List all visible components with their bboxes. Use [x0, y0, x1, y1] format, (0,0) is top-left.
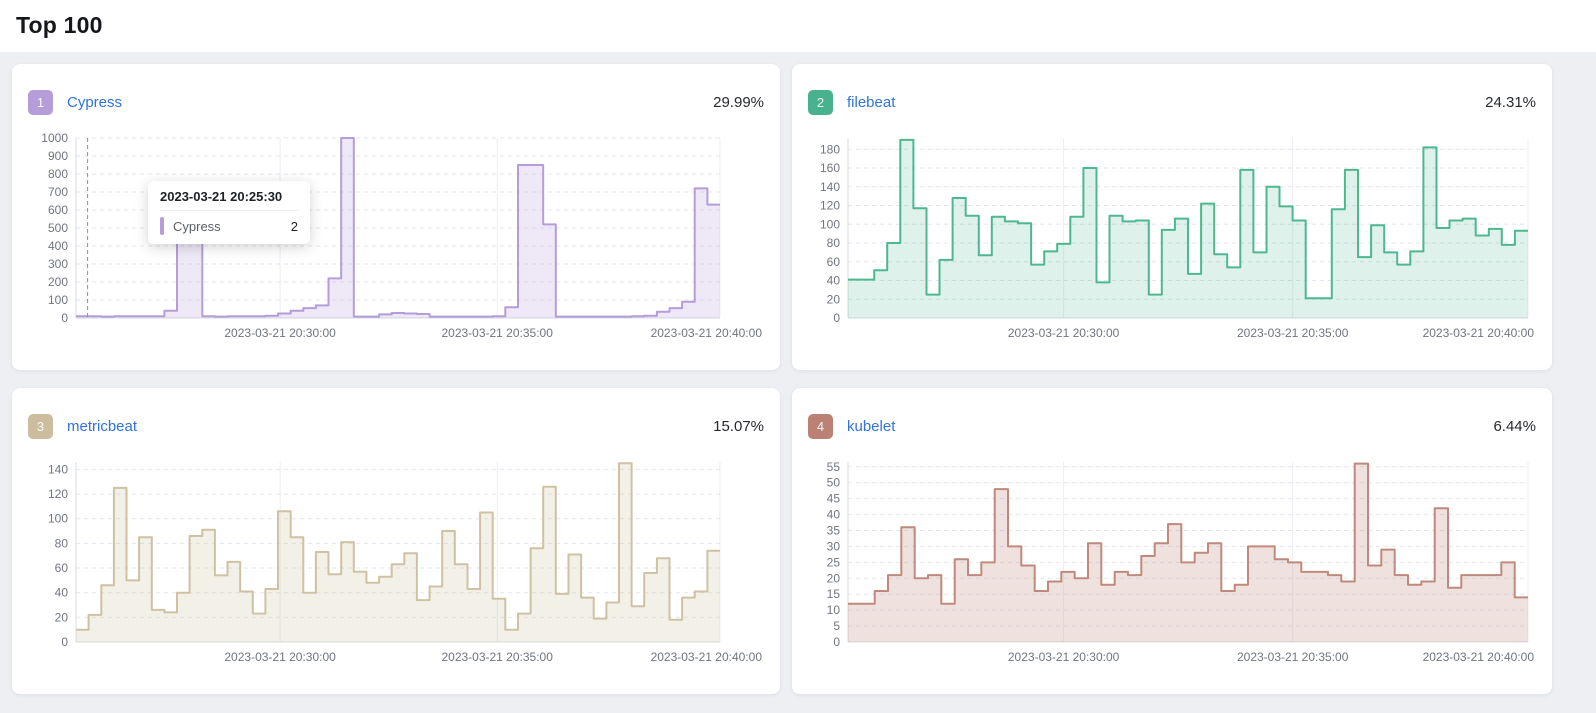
svg-text:400: 400: [48, 239, 68, 253]
svg-text:900: 900: [48, 149, 68, 163]
svg-text:120: 120: [48, 487, 68, 501]
svg-text:700: 700: [48, 185, 68, 199]
svg-text:160: 160: [820, 161, 840, 175]
percent-value: 29.99%: [713, 93, 764, 111]
svg-text:2023-03-21 20:35:00: 2023-03-21 20:35:00: [441, 650, 553, 664]
svg-text:800: 800: [48, 167, 68, 181]
tooltip-series-name: Cypress: [173, 218, 221, 234]
card-header: 4 kubelet 6.44%: [808, 412, 1536, 440]
svg-text:2023-03-21 20:30:00: 2023-03-21 20:30:00: [224, 650, 336, 664]
svg-text:0: 0: [833, 635, 840, 649]
percent-value: 6.44%: [1493, 417, 1536, 435]
svg-text:120: 120: [820, 199, 840, 213]
svg-text:100: 100: [48, 293, 68, 307]
area-chart-filebeat[interactable]: 0 20 40 60 80 100 120 140 160 180 2023-03-21 20:30…: [808, 122, 1536, 344]
svg-text:2023-03-21 20:30:00: 2023-03-21 20:30:00: [1008, 326, 1120, 340]
svg-text:100: 100: [48, 512, 68, 526]
svg-text:0: 0: [61, 635, 68, 649]
svg-text:30: 30: [827, 539, 841, 553]
svg-text:50: 50: [827, 476, 841, 490]
chart-canvas: 0 20 40 60 80 100 120 140 160 180 2023-03-21 20:30…: [820, 138, 1535, 340]
area-chart-kubelet[interactable]: 0 5 10 15 20 25 30 35 40 45 50 55 2023-03-21 20:30:0…: [808, 446, 1536, 668]
svg-text:180: 180: [820, 142, 840, 156]
svg-text:20: 20: [827, 571, 841, 585]
metric-name-link[interactable]: filebeat: [847, 93, 896, 111]
svg-text:2023-03-21 20:35:00: 2023-03-21 20:35:00: [1237, 326, 1349, 340]
svg-text:100: 100: [820, 217, 840, 231]
svg-text:1000: 1000: [41, 131, 68, 145]
svg-text:2023-03-21 20:35:00: 2023-03-21 20:35:00: [441, 326, 553, 340]
svg-text:500: 500: [48, 221, 68, 235]
svg-text:200: 200: [48, 275, 68, 289]
svg-text:20: 20: [55, 610, 69, 624]
svg-text:2023-03-21 20:40:00: 2023-03-21 20:40:00: [1423, 650, 1535, 664]
svg-text:600: 600: [48, 203, 68, 217]
svg-text:40: 40: [55, 586, 69, 600]
svg-text:2023-03-21 20:35:00: 2023-03-21 20:35:00: [1237, 650, 1349, 664]
card-header: 2 filebeat 24.31%: [808, 88, 1536, 116]
metric-name-link[interactable]: kubelet: [847, 417, 896, 435]
chart-tooltip: 2023-03-21 20:25:30 Cypress 2: [148, 181, 310, 244]
svg-text:80: 80: [827, 236, 841, 250]
svg-text:10: 10: [827, 603, 841, 617]
svg-text:140: 140: [48, 462, 68, 476]
tooltip-row: Cypress 2: [160, 217, 298, 235]
svg-text:15: 15: [827, 587, 841, 601]
tooltip-timestamp: 2023-03-21 20:25:30: [160, 189, 298, 211]
area-chart-cypress[interactable]: 0 100 200 300 400 500 600 700 800 900 1000 2023-03-…: [28, 122, 764, 344]
chart-canvas: 0 100 200 300 400 500 600 700 800 900 1000 2023-03-…: [41, 131, 763, 340]
rank-badge: 1: [28, 89, 53, 115]
svg-text:2023-03-21 20:40:00: 2023-03-21 20:40:00: [651, 650, 763, 664]
tooltip-series-marker: [160, 217, 164, 235]
percent-value: 24.31%: [1485, 93, 1536, 111]
metric-name-link[interactable]: metricbeat: [67, 417, 138, 435]
svg-text:0: 0: [833, 311, 840, 325]
svg-text:45: 45: [827, 492, 841, 506]
svg-text:0: 0: [61, 311, 68, 325]
page-header: Top 100: [0, 0, 1596, 52]
svg-text:2023-03-21 20:40:00: 2023-03-21 20:40:00: [651, 326, 763, 340]
svg-text:60: 60: [55, 561, 69, 575]
svg-text:55: 55: [827, 460, 841, 474]
percent-value: 15.07%: [713, 417, 764, 435]
metric-card-metricbeat: 3 metricbeat 15.07% 0 20 40 60 80 100 120 140 20…: [12, 388, 780, 694]
svg-text:20: 20: [827, 292, 841, 306]
svg-text:2023-03-21 20:30:00: 2023-03-21 20:30:00: [1008, 650, 1120, 664]
metric-card-filebeat: 2 filebeat 24.31% 0 20 40 60 80 100 120 140 160 1…: [792, 64, 1552, 370]
metric-card-kubelet: 4 kubelet 6.44% 0 5 10 15 20 25 30 35 40 45 50 55 20…: [792, 388, 1552, 694]
rank-badge: 4: [808, 413, 833, 439]
svg-text:40: 40: [827, 274, 841, 288]
page-title: Top 100: [16, 12, 103, 38]
svg-text:80: 80: [55, 536, 69, 550]
metric-name-link[interactable]: Cypress: [67, 93, 123, 111]
svg-text:35: 35: [827, 524, 841, 538]
svg-text:25: 25: [827, 555, 841, 569]
metric-card-cypress: 1 Cypress 29.99% 0 100 200 300 400 500 600 700 8…: [12, 64, 780, 370]
svg-text:40: 40: [827, 508, 841, 522]
rank-badge: 2: [808, 89, 833, 115]
svg-text:60: 60: [827, 255, 841, 269]
tooltip-series-value: 2: [290, 218, 298, 234]
card-header: 3 metricbeat 15.07%: [28, 412, 764, 440]
area-chart-metricbeat[interactable]: 0 20 40 60 80 100 120 140 2023-03-21 20:30:00 202…: [28, 446, 764, 668]
chart-canvas: 0 20 40 60 80 100 120 140 2023-03-21 20:30:00 202…: [48, 462, 763, 664]
svg-text:5: 5: [833, 619, 840, 633]
cards-grid: 1 Cypress 29.99% 0 100 200 300 400 500 600 700 8…: [0, 52, 1596, 694]
svg-text:140: 140: [820, 180, 840, 194]
svg-text:300: 300: [48, 257, 68, 271]
svg-text:2023-03-21 20:40:00: 2023-03-21 20:40:00: [1423, 326, 1535, 340]
rank-badge: 3: [28, 413, 53, 439]
svg-text:2023-03-21 20:30:00: 2023-03-21 20:30:00: [224, 326, 336, 340]
card-header: 1 Cypress 29.99%: [28, 88, 764, 116]
